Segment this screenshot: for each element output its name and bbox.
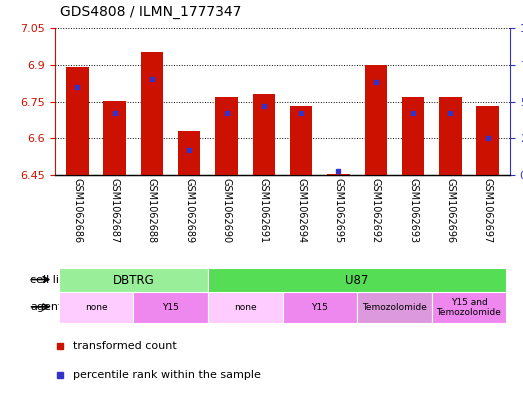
Text: GSM1062692: GSM1062692 xyxy=(371,178,381,243)
Bar xyxy=(290,107,312,175)
Bar xyxy=(402,97,424,175)
Text: GSM1062691: GSM1062691 xyxy=(259,178,269,243)
Text: agent: agent xyxy=(30,302,63,312)
Text: cell line: cell line xyxy=(30,275,73,285)
Text: GSM1062689: GSM1062689 xyxy=(184,178,194,243)
Text: GSM1062697: GSM1062697 xyxy=(483,178,493,243)
Text: U87: U87 xyxy=(345,274,369,286)
Text: GDS4808 / ILMN_1777347: GDS4808 / ILMN_1777347 xyxy=(60,5,242,19)
Text: GSM1062693: GSM1062693 xyxy=(408,178,418,243)
Text: GSM1062686: GSM1062686 xyxy=(72,178,83,243)
Bar xyxy=(476,107,499,175)
Text: GSM1062696: GSM1062696 xyxy=(445,178,456,243)
Text: transformed count: transformed count xyxy=(73,341,177,351)
Text: percentile rank within the sample: percentile rank within the sample xyxy=(73,370,261,380)
Bar xyxy=(208,268,506,292)
Text: GSM1062690: GSM1062690 xyxy=(222,178,232,243)
Bar xyxy=(141,53,163,175)
Bar xyxy=(215,97,238,175)
Bar xyxy=(133,292,208,323)
Bar xyxy=(66,67,88,175)
Bar xyxy=(59,292,133,323)
Text: DBTRG: DBTRG xyxy=(112,274,154,286)
Bar xyxy=(365,65,387,175)
Text: GSM1062695: GSM1062695 xyxy=(334,178,344,243)
Text: Y15 and
Temozolomide: Y15 and Temozolomide xyxy=(437,298,502,317)
Bar xyxy=(357,292,431,323)
Bar xyxy=(104,101,126,175)
Bar xyxy=(282,292,357,323)
Bar xyxy=(178,131,200,175)
Text: GSM1062688: GSM1062688 xyxy=(147,178,157,243)
Text: Y15: Y15 xyxy=(162,303,179,312)
Text: GSM1062687: GSM1062687 xyxy=(110,178,120,243)
Text: none: none xyxy=(234,303,256,312)
Text: Y15: Y15 xyxy=(311,303,328,312)
Bar xyxy=(431,292,506,323)
Bar xyxy=(59,268,208,292)
Text: GSM1062694: GSM1062694 xyxy=(296,178,306,243)
Bar xyxy=(208,292,282,323)
Bar xyxy=(253,94,275,175)
Bar xyxy=(439,97,461,175)
Text: none: none xyxy=(85,303,107,312)
Text: Temozolomide: Temozolomide xyxy=(362,303,427,312)
Bar xyxy=(327,174,350,175)
